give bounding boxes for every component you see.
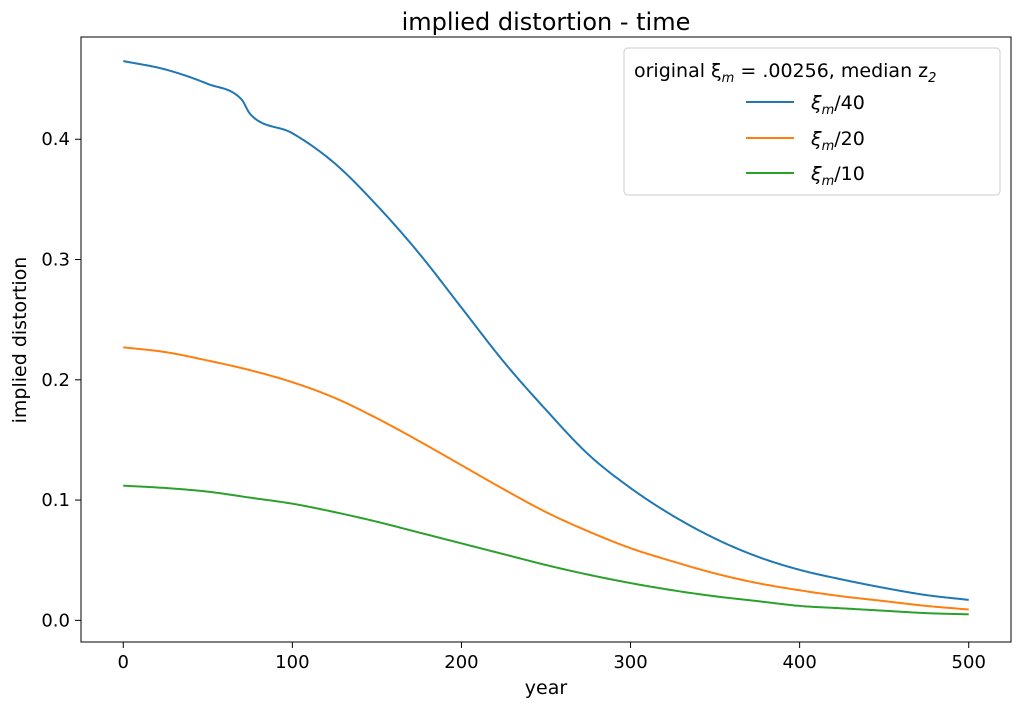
series-line-2 <box>123 346 969 611</box>
legend-entry-1-sub: m <box>822 103 835 118</box>
series-line-1 <box>123 60 969 601</box>
legend-entry-series-3: ξm/10 <box>810 163 865 189</box>
legend-entry-series-2: ξm/20 <box>810 128 865 154</box>
legend-entry-1-rest: /40 <box>834 92 865 114</box>
x-tick-label: 400 <box>782 652 816 673</box>
y-tick-label: 0.1 <box>41 490 70 511</box>
y-axis-label: implied distortion <box>9 257 31 424</box>
x-tick-label: 300 <box>613 652 647 673</box>
x-axis-label: year <box>525 677 568 699</box>
y-tick-label: 0.2 <box>41 370 70 391</box>
x-axis: 0 100 200 300 400 500 <box>118 642 986 673</box>
legend-title-sub: m <box>722 71 735 86</box>
legend-entry-2-rest: /20 <box>834 128 865 150</box>
series-line-3 <box>123 484 969 616</box>
legend-title: original ξm = .00256, median z2 <box>634 60 936 86</box>
y-tick-label: 0.3 <box>41 250 70 271</box>
chart-title: implied distortion - time <box>402 8 691 36</box>
plot-frame <box>80 36 1012 643</box>
legend-title-rest: = .00256, median z <box>734 60 928 82</box>
legend-entry-series-1: ξm/40 <box>810 92 865 118</box>
x-tick-label: 500 <box>952 652 986 673</box>
y-tick-label: 0.0 <box>41 610 70 631</box>
legend-entry-2-sub: m <box>822 139 835 154</box>
legend-title-sub2: 2 <box>928 71 936 86</box>
y-axis: 0.0 0.1 0.2 0.3 0.4 <box>41 129 81 631</box>
y-tick-label: 0.4 <box>41 129 70 150</box>
legend-entry-1-symbol: ξ <box>810 92 822 114</box>
legend: original ξm = .00256, median z2 ξm/40 ξm… <box>623 47 1001 196</box>
legend-entry-2-symbol: ξ <box>810 128 822 150</box>
x-tick-label: 100 <box>275 652 309 673</box>
legend-title-prefix: original ξ <box>634 60 722 82</box>
series-layer <box>123 60 969 616</box>
legend-box <box>623 47 1001 196</box>
legend-entry-3-rest: /10 <box>834 163 865 185</box>
legend-entry-3-symbol: ξ <box>810 163 822 185</box>
x-tick-label: 200 <box>444 652 478 673</box>
legend-entry-3-sub: m <box>822 174 835 189</box>
x-tick-label: 0 <box>118 652 129 673</box>
